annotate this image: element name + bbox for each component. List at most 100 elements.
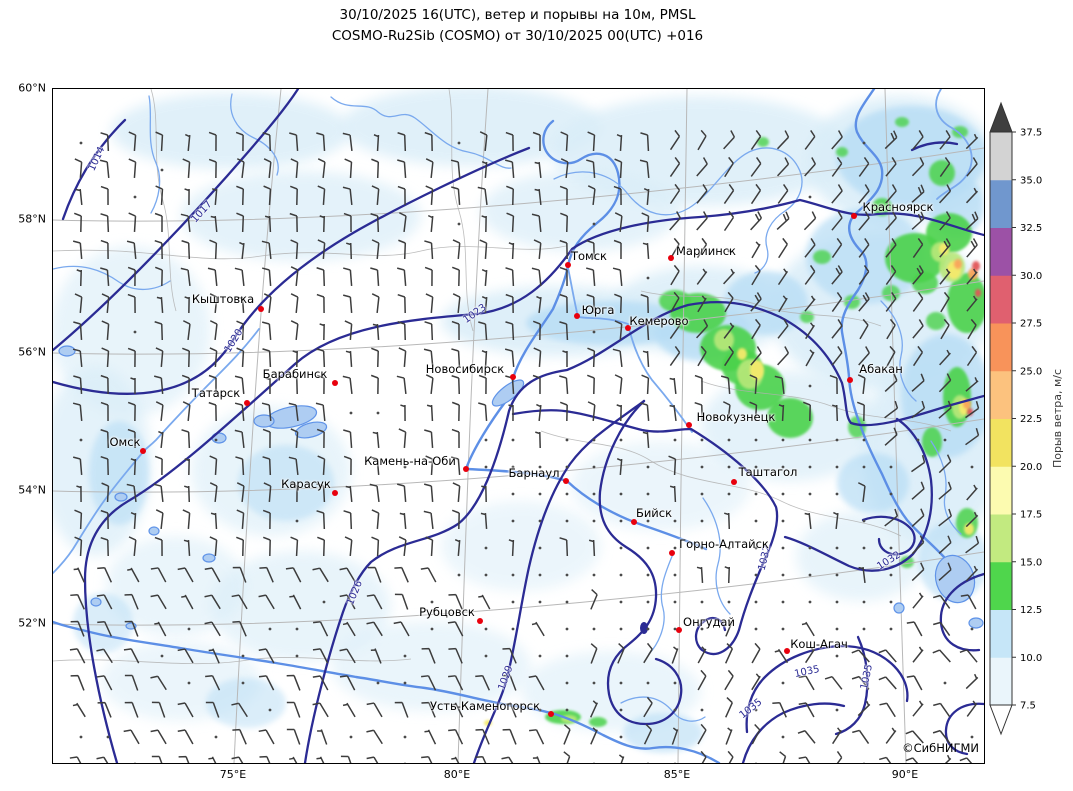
wind-barb: [262, 267, 272, 287]
calm-wind-dot: [727, 546, 731, 550]
calm-wind-dot: [187, 627, 191, 631]
calm-wind-dot: [646, 573, 650, 577]
wind-barb: [938, 754, 952, 763]
wind-barb: [289, 374, 298, 395]
calm-wind-dot: [781, 627, 785, 631]
wind-barb: [641, 374, 650, 395]
city-dot: [477, 618, 483, 624]
gust-blob: [238, 445, 334, 521]
wind-barb: [421, 675, 437, 691]
wind-barb: [371, 347, 379, 368]
wind-barb: [451, 266, 460, 287]
wind-barb: [559, 293, 568, 314]
city-dot: [244, 400, 250, 406]
wind-barb: [75, 188, 83, 206]
wind-barb: [724, 512, 731, 530]
wind-barb: [694, 374, 703, 395]
lat-tick-label: 60°N: [18, 81, 46, 95]
wind-barb: [532, 320, 541, 341]
wind-barb: [932, 594, 951, 609]
wind-barb: [398, 347, 407, 368]
wind-barb: [560, 158, 569, 179]
calm-wind-dot: [700, 438, 704, 442]
calm-wind-dot: [646, 519, 650, 523]
wind-barb: [286, 728, 301, 745]
wind-barb: [236, 185, 245, 206]
wind-barb: [231, 702, 248, 718]
wind-barb: [939, 184, 952, 204]
calm-wind-dot: [592, 573, 596, 577]
wind-barb: [531, 267, 542, 287]
wind-barb: [447, 621, 464, 637]
wind-barb: [939, 349, 951, 366]
wind-barb: [939, 268, 951, 285]
calm-wind-dot: [511, 492, 515, 496]
wind-barb: [751, 264, 761, 286]
wind-barb: [774, 375, 785, 395]
wind-barb: [127, 428, 136, 449]
wind-barb: [423, 510, 434, 530]
wind-barb: [397, 132, 407, 152]
wind-barb: [262, 456, 272, 476]
lake: [58, 345, 76, 357]
calm-wind-dot: [808, 384, 812, 388]
wind-barb: [153, 483, 164, 503]
wind-barb: [154, 212, 163, 233]
wind-barb: [642, 431, 650, 449]
wind-barb: [316, 132, 326, 152]
wind-barb: [70, 620, 85, 637]
wind-barb: [234, 267, 245, 287]
calm-wind-dot: [646, 627, 650, 631]
figure-title-line1: 30/10/2025 16(UTC), ветер и порывы на 10…: [339, 7, 696, 23]
wind-barb: [966, 295, 978, 312]
wind-barb: [425, 293, 434, 314]
calm-wind-dot: [781, 600, 785, 604]
wind-barb: [97, 620, 113, 637]
calm-wind-dot: [727, 600, 731, 604]
calm-wind-dot: [619, 519, 623, 523]
colorbar-tick-label: 15.0: [1020, 557, 1042, 568]
wind-barb: [697, 646, 707, 664]
wind-barb: [262, 428, 271, 449]
wind-barb: [885, 211, 897, 231]
wind-barb: [177, 702, 194, 718]
wind-barb: [317, 536, 326, 557]
city-label: Новосибирск: [425, 362, 505, 376]
wind-barb: [587, 374, 595, 395]
admin-border-line: [150, 89, 177, 312]
wind-barb: [643, 696, 653, 718]
wind-barb: [290, 320, 299, 341]
wind-barb: [158, 430, 164, 449]
wind-barb: [263, 185, 272, 206]
calm-wind-dot: [754, 600, 758, 604]
calm-wind-dot: [754, 492, 758, 496]
lat-tick-label: 58°N: [18, 212, 46, 226]
wind-barb: [151, 755, 166, 763]
calm-wind-dot: [511, 438, 515, 442]
wind-barb: [911, 481, 925, 500]
graticule-line: [677, 89, 688, 763]
map-canvas: Красноярск Мариинск Томск Кыштовка Юрга Кемер…: [52, 88, 985, 764]
city-label: Кемерово: [629, 314, 689, 328]
wind-barb: [258, 729, 275, 745]
wind-barb: [885, 264, 897, 285]
wind-barb: [74, 293, 83, 314]
wind-barb: [643, 187, 650, 206]
gust-blob: [111, 93, 351, 169]
wind-barb: [959, 757, 978, 763]
wind-barb: [339, 567, 356, 583]
city-label: Карасук: [281, 477, 331, 491]
wind-barb: [965, 535, 980, 554]
wind-barb: [933, 702, 951, 717]
wind-barb: [479, 131, 488, 152]
calm-wind-dot: [835, 492, 839, 496]
wind-barb: [751, 723, 761, 745]
calm-wind-dot: [565, 465, 569, 469]
wind-barb: [342, 702, 356, 718]
wind-barb: [938, 400, 952, 419]
wind-barb: [70, 593, 85, 610]
gust-blob: [972, 261, 980, 271]
wind-barb: [124, 593, 139, 610]
wind-barb: [508, 242, 515, 260]
wind-barb: [587, 185, 596, 206]
